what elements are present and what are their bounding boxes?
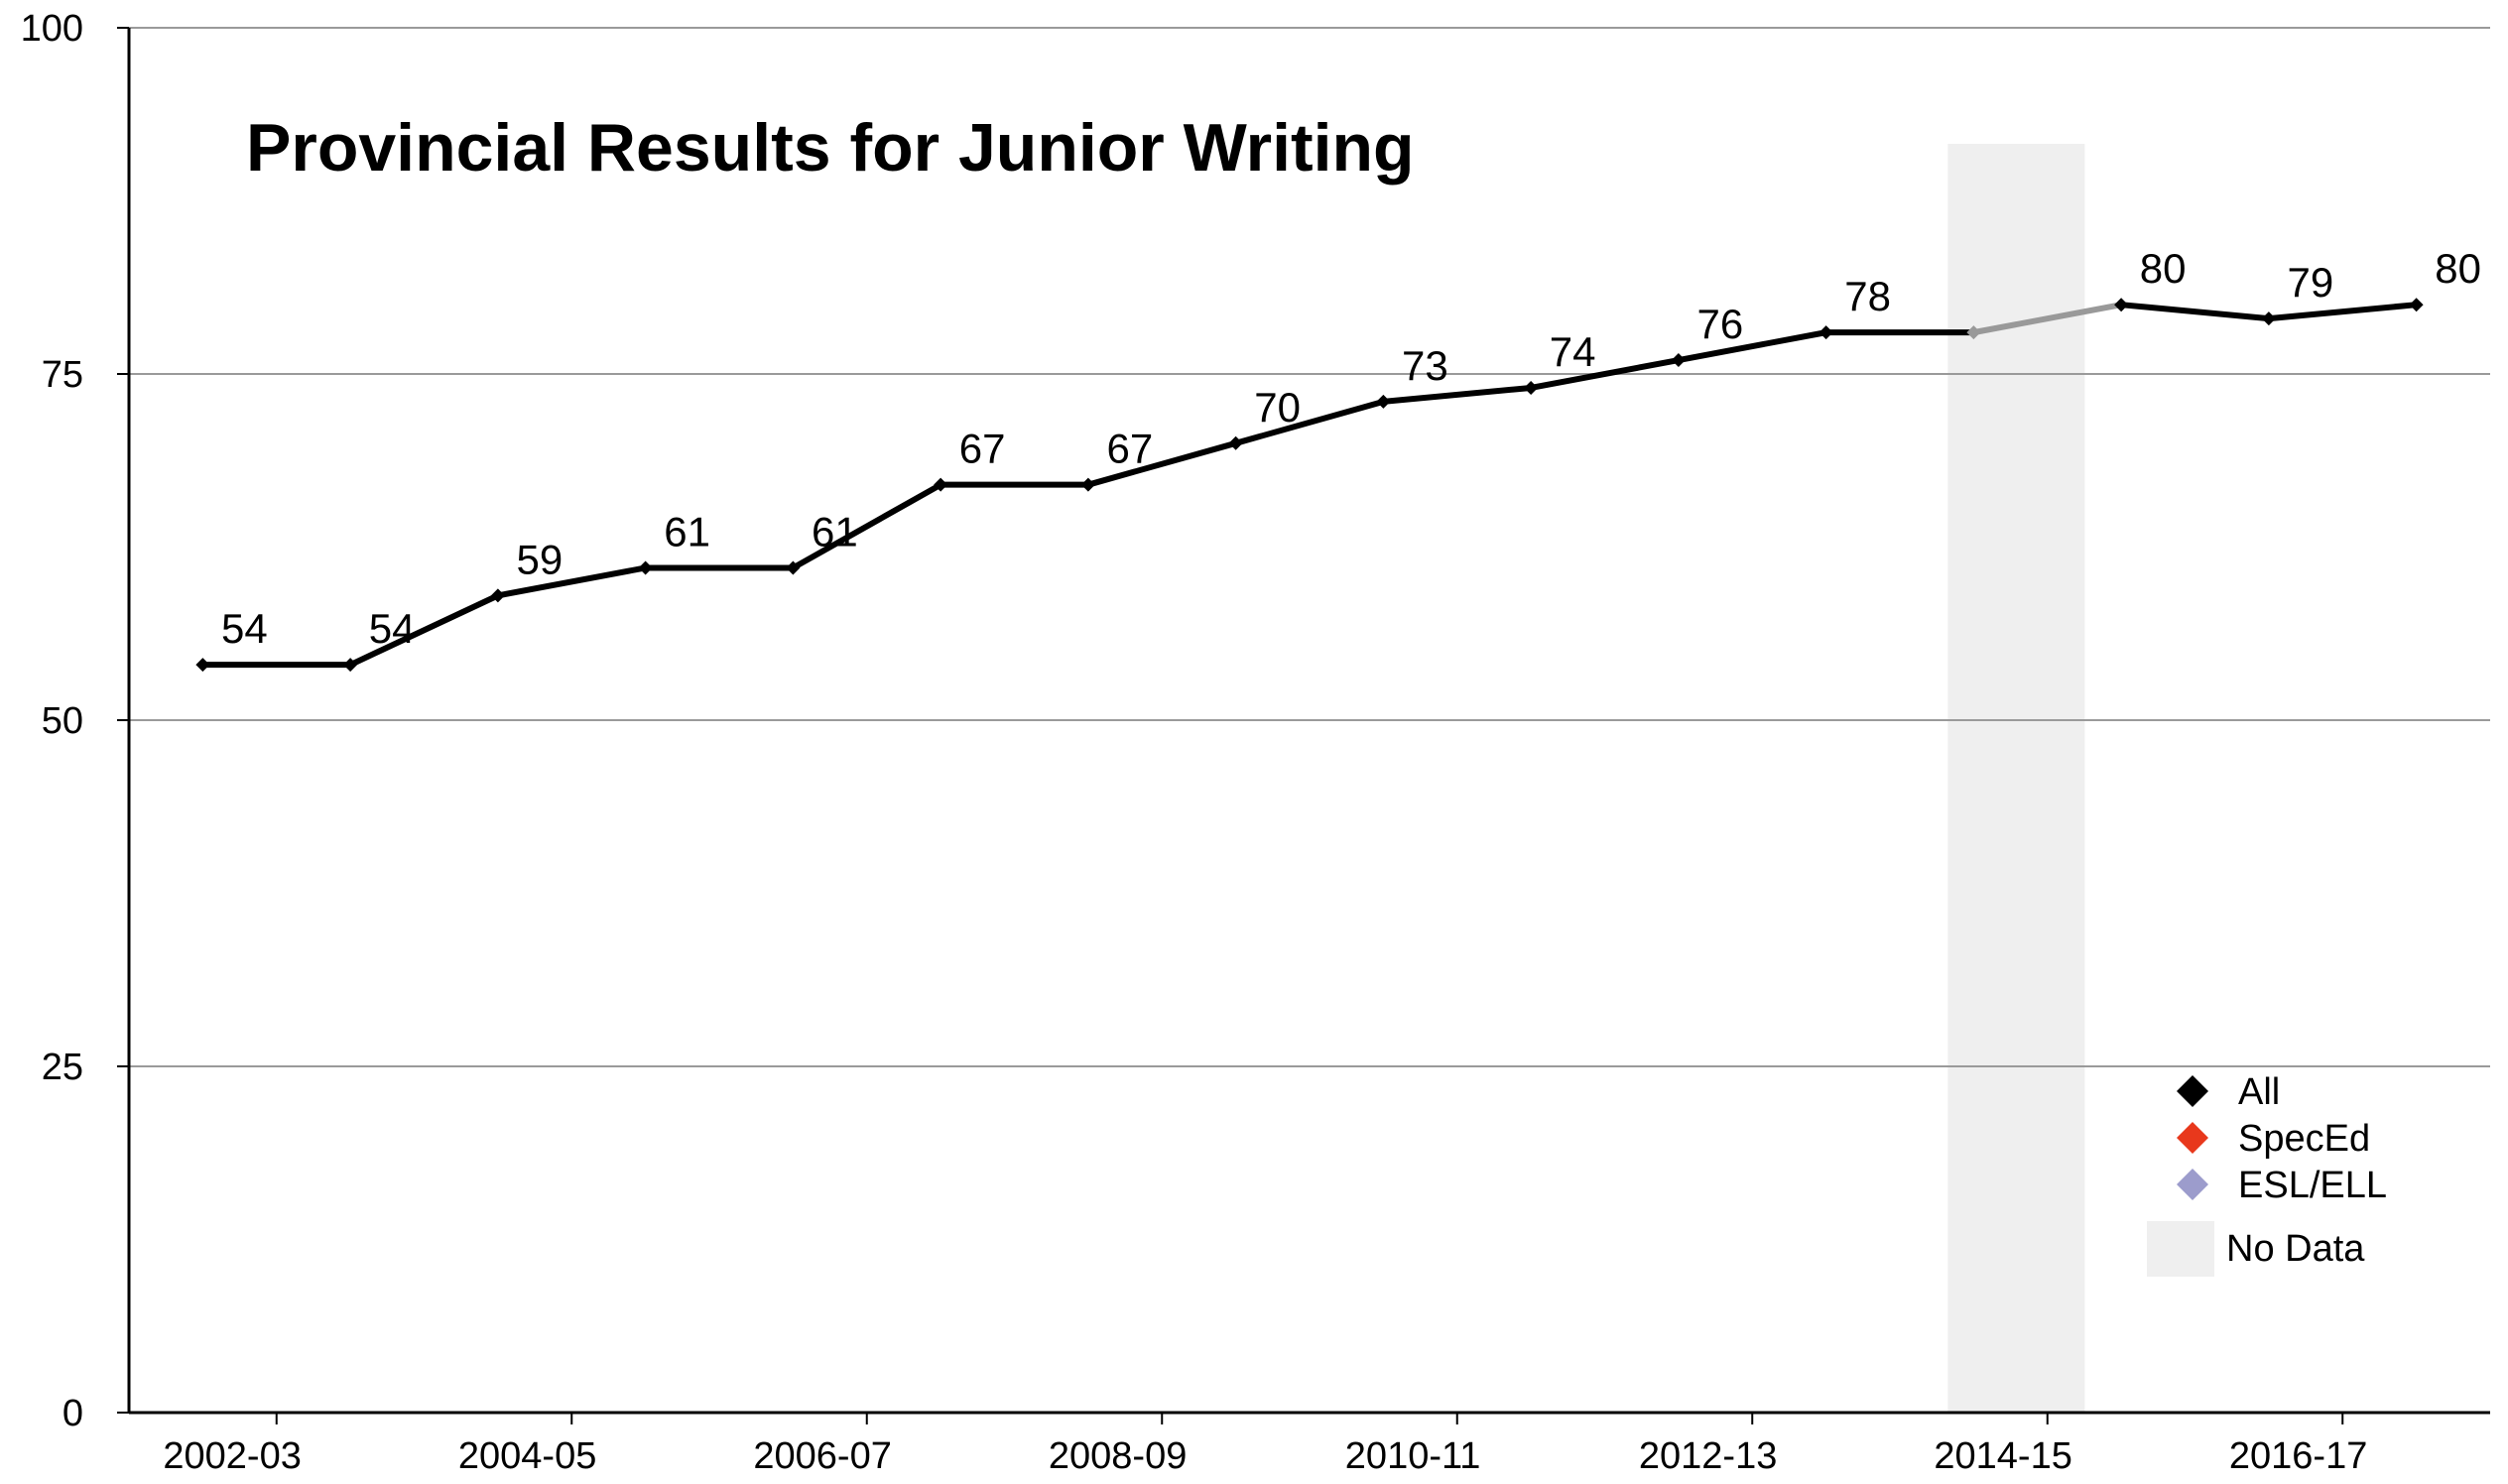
data-point xyxy=(638,560,653,575)
data-point xyxy=(1524,380,1539,395)
legend-box-no-data xyxy=(2147,1221,2214,1277)
data-label: 73 xyxy=(1402,342,1448,389)
series-segment xyxy=(1232,398,1387,446)
legend-marker-all xyxy=(2177,1075,2208,1107)
no-data-layer xyxy=(1947,144,2085,1413)
series-segment xyxy=(1380,384,1535,405)
chart-title: Provincial Results for Junior Writing xyxy=(246,110,1415,186)
x-tick-label: 2014-15 xyxy=(1934,1435,2071,1477)
series-segment xyxy=(1970,302,2125,336)
data-labels: 54 54 59 61 61 67 67 70 73 74 76 78 80 79 80 xyxy=(221,245,2481,652)
legend-label: All xyxy=(2238,1071,2280,1113)
data-point xyxy=(1671,353,1686,368)
data-point xyxy=(2114,298,2129,312)
data-point xyxy=(1376,394,1391,409)
legend-label: No Data xyxy=(2226,1228,2365,1270)
data-label: 78 xyxy=(1844,273,1891,319)
data-label: 74 xyxy=(1550,328,1596,375)
series-segment xyxy=(347,592,501,669)
series-segment xyxy=(2265,302,2420,322)
data-point xyxy=(2409,298,2424,312)
legend: All SpecEd ESL/ELL No Data xyxy=(2147,1071,2387,1277)
data-label: 79 xyxy=(2288,259,2334,306)
y-tick-label: 100 xyxy=(21,8,83,50)
series-segment xyxy=(1675,329,1829,364)
data-label: 61 xyxy=(664,508,710,555)
x-tick-label: 2016-17 xyxy=(2229,1435,2367,1477)
x-tick-label: 2010-11 xyxy=(1345,1435,1481,1477)
data-label: 61 xyxy=(812,508,858,555)
data-point xyxy=(934,477,948,492)
data-label: 54 xyxy=(221,605,268,652)
data-point xyxy=(2261,311,2276,326)
x-tick-label: 2008-09 xyxy=(1049,1435,1187,1477)
y-tick-label: 50 xyxy=(42,700,83,742)
data-point xyxy=(490,588,505,603)
data-label: 54 xyxy=(369,605,416,652)
data-label: 80 xyxy=(2140,245,2187,292)
x-tick-label: 2002-03 xyxy=(163,1435,301,1477)
x-tick-label: 2006-07 xyxy=(753,1435,891,1477)
data-point xyxy=(1966,325,1981,340)
gridlines xyxy=(129,27,2490,1067)
series-segment xyxy=(790,481,944,571)
legend-label: ESL/ELL xyxy=(2238,1165,2387,1206)
no-data-band xyxy=(1947,144,2085,1413)
y-tick-label: 0 xyxy=(63,1393,83,1434)
y-tick-label: 75 xyxy=(42,354,83,396)
data-label: 80 xyxy=(2435,245,2481,292)
legend-marker-esl-ell xyxy=(2177,1169,2208,1200)
series-segment xyxy=(1084,439,1239,488)
data-label: 76 xyxy=(1697,301,1744,347)
y-tick-label: 25 xyxy=(42,1047,83,1088)
data-point xyxy=(786,560,801,575)
data-label: 67 xyxy=(1107,426,1154,472)
x-tick-label: 2012-13 xyxy=(1639,1435,1777,1477)
series-segment xyxy=(1528,357,1682,391)
x-tick-label: 2004-05 xyxy=(458,1435,596,1477)
series-layer xyxy=(195,298,2424,673)
data-point xyxy=(1228,435,1243,450)
legend-label: SpecEd xyxy=(2238,1118,2370,1160)
legend-marker-speced xyxy=(2177,1122,2208,1154)
data-label: 59 xyxy=(517,536,564,582)
axes: 0 25 50 75 100 2002-03 2004-05 2006-07 2008-09 20… xyxy=(21,8,2490,1477)
data-point xyxy=(1818,325,1833,340)
data-point xyxy=(195,658,210,673)
data-point xyxy=(343,658,358,673)
series-segment xyxy=(2118,302,2272,322)
data-label: 67 xyxy=(959,426,1006,472)
data-point xyxy=(1080,477,1095,492)
series-segment xyxy=(494,564,649,599)
data-label: 70 xyxy=(1254,384,1301,431)
